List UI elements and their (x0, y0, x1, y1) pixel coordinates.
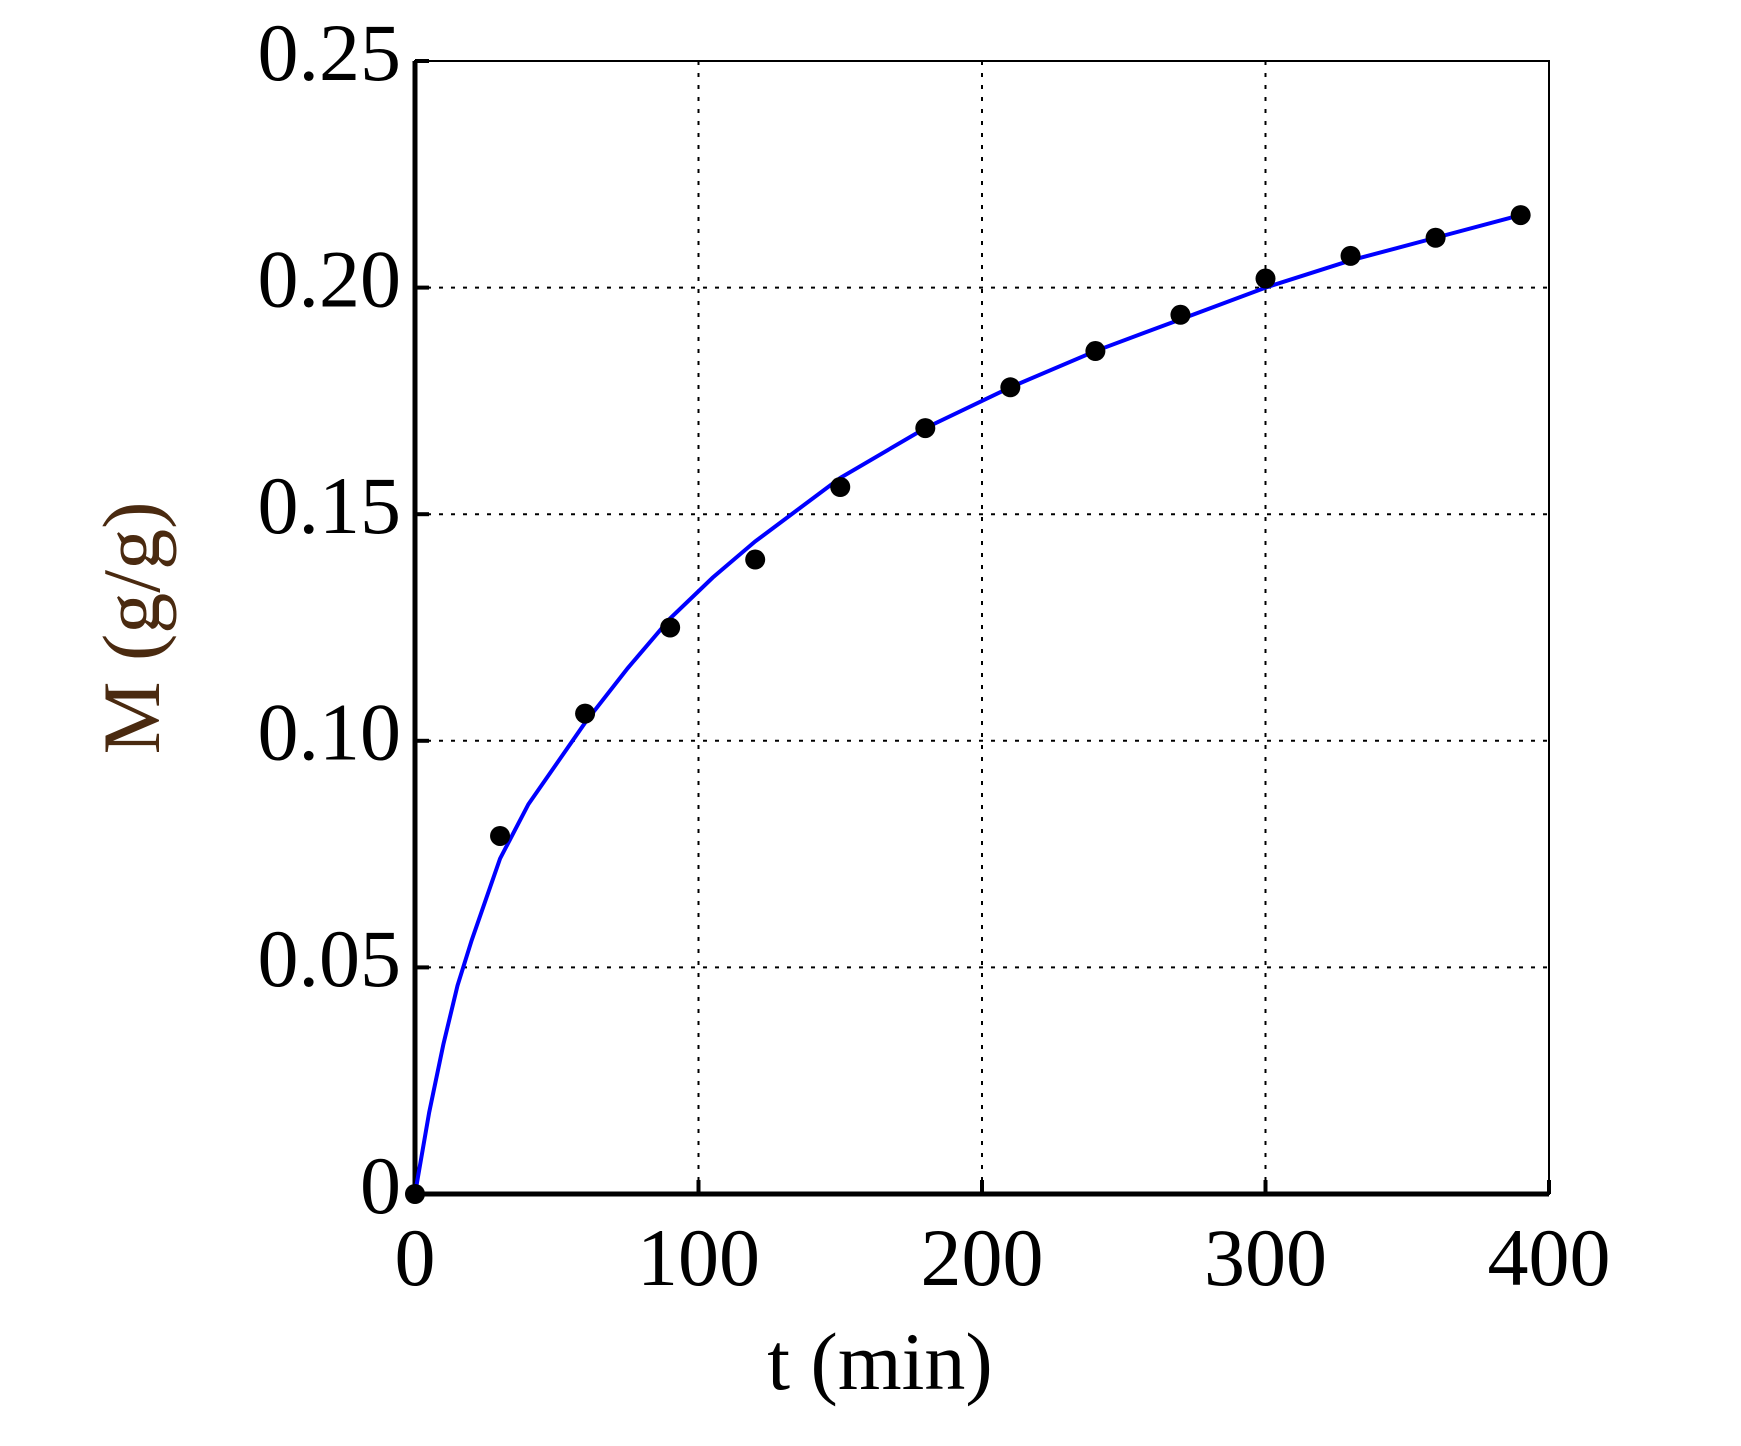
data-point (575, 703, 596, 724)
x-axis-label: t (min) (767, 1316, 992, 1407)
x-tick-label: 200 (921, 1212, 1044, 1303)
data-point (1255, 268, 1276, 289)
y-tick-label: 0.20 (258, 233, 402, 324)
data-point (660, 617, 681, 638)
data-point (1340, 245, 1361, 266)
fit-line (413, 213, 1522, 1195)
y-tick-label: 0.25 (258, 7, 402, 98)
data-point (405, 1184, 425, 1204)
y-tick-label: 0 (360, 1140, 401, 1231)
y-axis-label: M (g/g) (86, 502, 177, 755)
y-tick-label: 0.05 (258, 913, 402, 1004)
x-tick-label: 300 (1204, 1212, 1327, 1303)
data-point (830, 477, 851, 498)
y-tick-label: 0.10 (258, 687, 402, 778)
data-point (745, 549, 766, 570)
y-tick-label: 0.15 (258, 460, 402, 551)
data-point (1085, 341, 1106, 362)
x-tick-label: 0 (395, 1212, 436, 1303)
data-point (915, 418, 936, 439)
data-point (1510, 205, 1531, 226)
data-point (1425, 227, 1446, 248)
x-tick-label: 100 (637, 1212, 760, 1303)
data-point (1000, 377, 1021, 398)
data-point (1170, 304, 1191, 325)
x-tick-label: 400 (1488, 1212, 1611, 1303)
data-point (490, 825, 511, 846)
